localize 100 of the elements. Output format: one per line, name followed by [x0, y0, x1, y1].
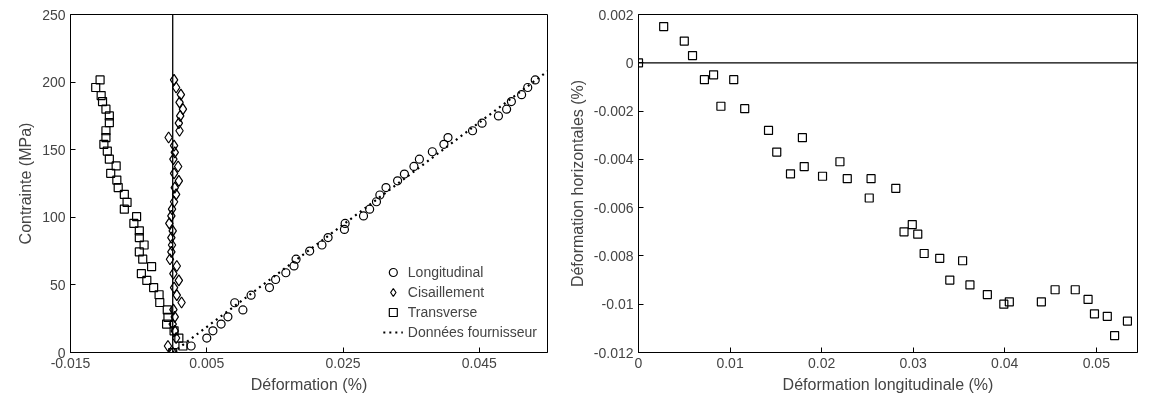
point [1036, 297, 1046, 307]
point [101, 126, 111, 136]
point [113, 182, 123, 193]
point [763, 125, 774, 135]
y-tick-label: 0 [625, 54, 634, 71]
point [169, 195, 179, 208]
y-axis-title: Déformation horizontales (%) [568, 79, 586, 288]
point [186, 341, 196, 351]
y-tick-label: -0.008 [593, 247, 634, 264]
legend-label: Cisaillement [407, 283, 485, 301]
point [169, 167, 179, 180]
y-tick-label: -0.004 [593, 151, 634, 168]
point [679, 36, 689, 46]
point [155, 297, 165, 308]
point [467, 126, 478, 136]
point [740, 104, 750, 114]
point [134, 226, 144, 236]
point [202, 333, 212, 343]
point [146, 262, 157, 272]
point [171, 188, 181, 201]
point [699, 75, 710, 85]
y-tick-label: 150 [42, 141, 66, 158]
point [439, 139, 449, 149]
x-tick-label: 0.045 [461, 354, 498, 371]
point [134, 247, 144, 257]
point [772, 147, 782, 157]
point [414, 154, 424, 164]
point [1004, 297, 1014, 307]
point [178, 103, 188, 116]
y-axis-title: Contrainte (MPa) [17, 122, 35, 245]
point [169, 73, 179, 87]
x-tick-label: 0.03 [899, 354, 928, 371]
point [167, 238, 177, 252]
point [138, 254, 148, 264]
point [477, 118, 487, 128]
point [176, 88, 186, 101]
point [1089, 309, 1100, 319]
x-axis-title: Déformation (%) [250, 375, 368, 393]
y-tick-label: -0.002 [593, 103, 634, 120]
point [817, 171, 828, 181]
point [399, 169, 409, 179]
point [142, 275, 152, 286]
point [443, 132, 453, 143]
point [842, 174, 852, 184]
point [358, 211, 369, 221]
point [907, 219, 917, 230]
point [687, 50, 698, 61]
point [1110, 331, 1120, 341]
point [95, 75, 105, 85]
point [174, 117, 184, 130]
x-tick-label: 0.05 [1082, 354, 1111, 371]
point [139, 240, 149, 250]
point [216, 319, 226, 329]
point [835, 157, 845, 167]
point [175, 109, 185, 122]
point [506, 96, 516, 107]
point [913, 229, 923, 239]
point [122, 197, 132, 208]
point [173, 160, 183, 173]
point [104, 154, 114, 164]
point [371, 197, 382, 207]
point [170, 181, 180, 194]
point [101, 104, 111, 114]
point [174, 174, 184, 187]
point [866, 174, 876, 184]
point [1102, 311, 1112, 321]
point [375, 190, 385, 200]
point [523, 82, 533, 93]
y-tick-label: -0.006 [593, 199, 634, 216]
point [178, 341, 188, 351]
point [716, 101, 726, 111]
point [1122, 316, 1133, 326]
point [1083, 294, 1093, 304]
point [174, 274, 184, 287]
point [169, 139, 179, 152]
point [999, 299, 1009, 309]
point [264, 283, 275, 293]
point [317, 240, 327, 250]
point [891, 183, 901, 193]
legend-label: Données fournisseur [407, 323, 537, 341]
point [208, 326, 218, 336]
point [502, 104, 512, 114]
point [99, 139, 109, 149]
point [161, 319, 172, 329]
point [119, 204, 129, 214]
point [172, 289, 182, 302]
point [799, 162, 809, 172]
x-tick-label: 0.025 [325, 354, 361, 371]
point [230, 298, 240, 308]
y-tick-label: -0.012 [593, 344, 634, 361]
y-tick-label: 100 [42, 209, 66, 226]
point [729, 75, 739, 85]
point [289, 261, 299, 271]
point [96, 91, 106, 101]
point [149, 283, 159, 293]
point [982, 289, 992, 300]
point [246, 290, 256, 300]
point [935, 253, 945, 263]
x-tick-label: 0.04 [991, 354, 1019, 371]
point [339, 224, 350, 235]
